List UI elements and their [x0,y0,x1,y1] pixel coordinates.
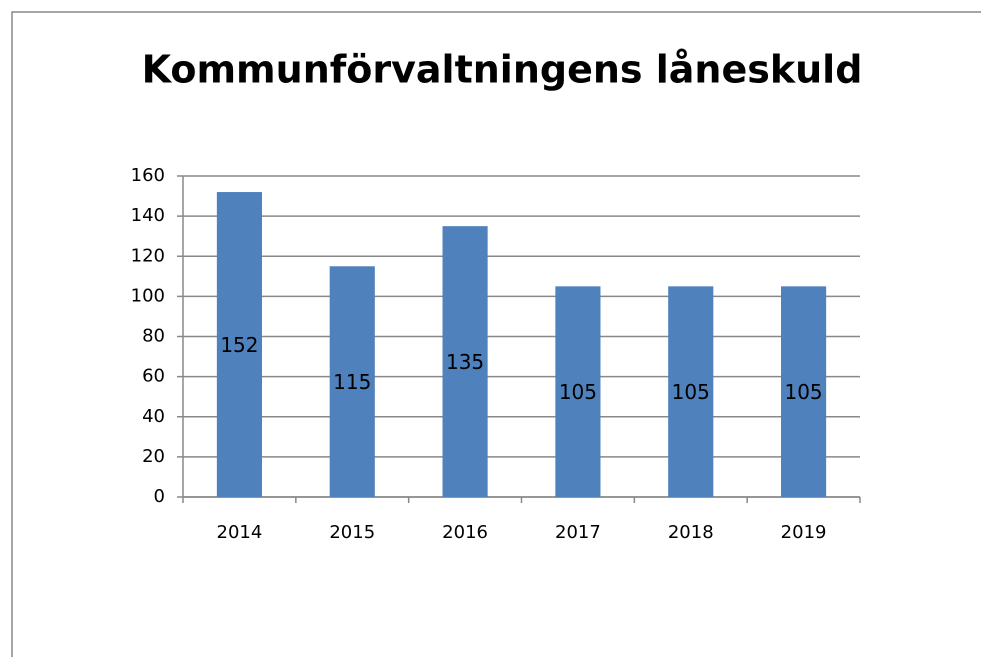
y-tick-label: 100 [131,285,165,306]
x-tick-label: 2019 [781,522,827,543]
y-tick-label: 60 [142,366,165,387]
x-tick-label: 2014 [217,522,263,543]
bar [668,286,714,497]
chart-title: Kommunförvaltningens låneskuld [142,48,863,92]
y-tick-label: 140 [131,205,165,226]
y-tick-label: 120 [131,245,165,266]
data-label: 105 [672,380,710,404]
y-tick-label: 20 [142,446,165,467]
bar [781,286,827,497]
bar [555,286,601,497]
y-tick-label: 80 [142,326,165,347]
x-tick-label: 2018 [668,522,714,543]
x-tick-label: 2016 [442,522,488,543]
y-tick-label: 160 [131,165,165,186]
bar [329,266,375,497]
x-tick-label: 2015 [329,522,375,543]
data-label: 105 [559,380,597,404]
bar [216,192,262,498]
x-tick-label: 2017 [555,522,601,543]
bar [442,226,488,497]
y-tick-label: 40 [142,406,165,427]
data-label: 105 [784,380,822,404]
data-label: 135 [446,350,484,374]
data-label: 115 [333,370,371,394]
y-tick-label: 0 [154,486,165,507]
data-label: 152 [220,333,258,357]
